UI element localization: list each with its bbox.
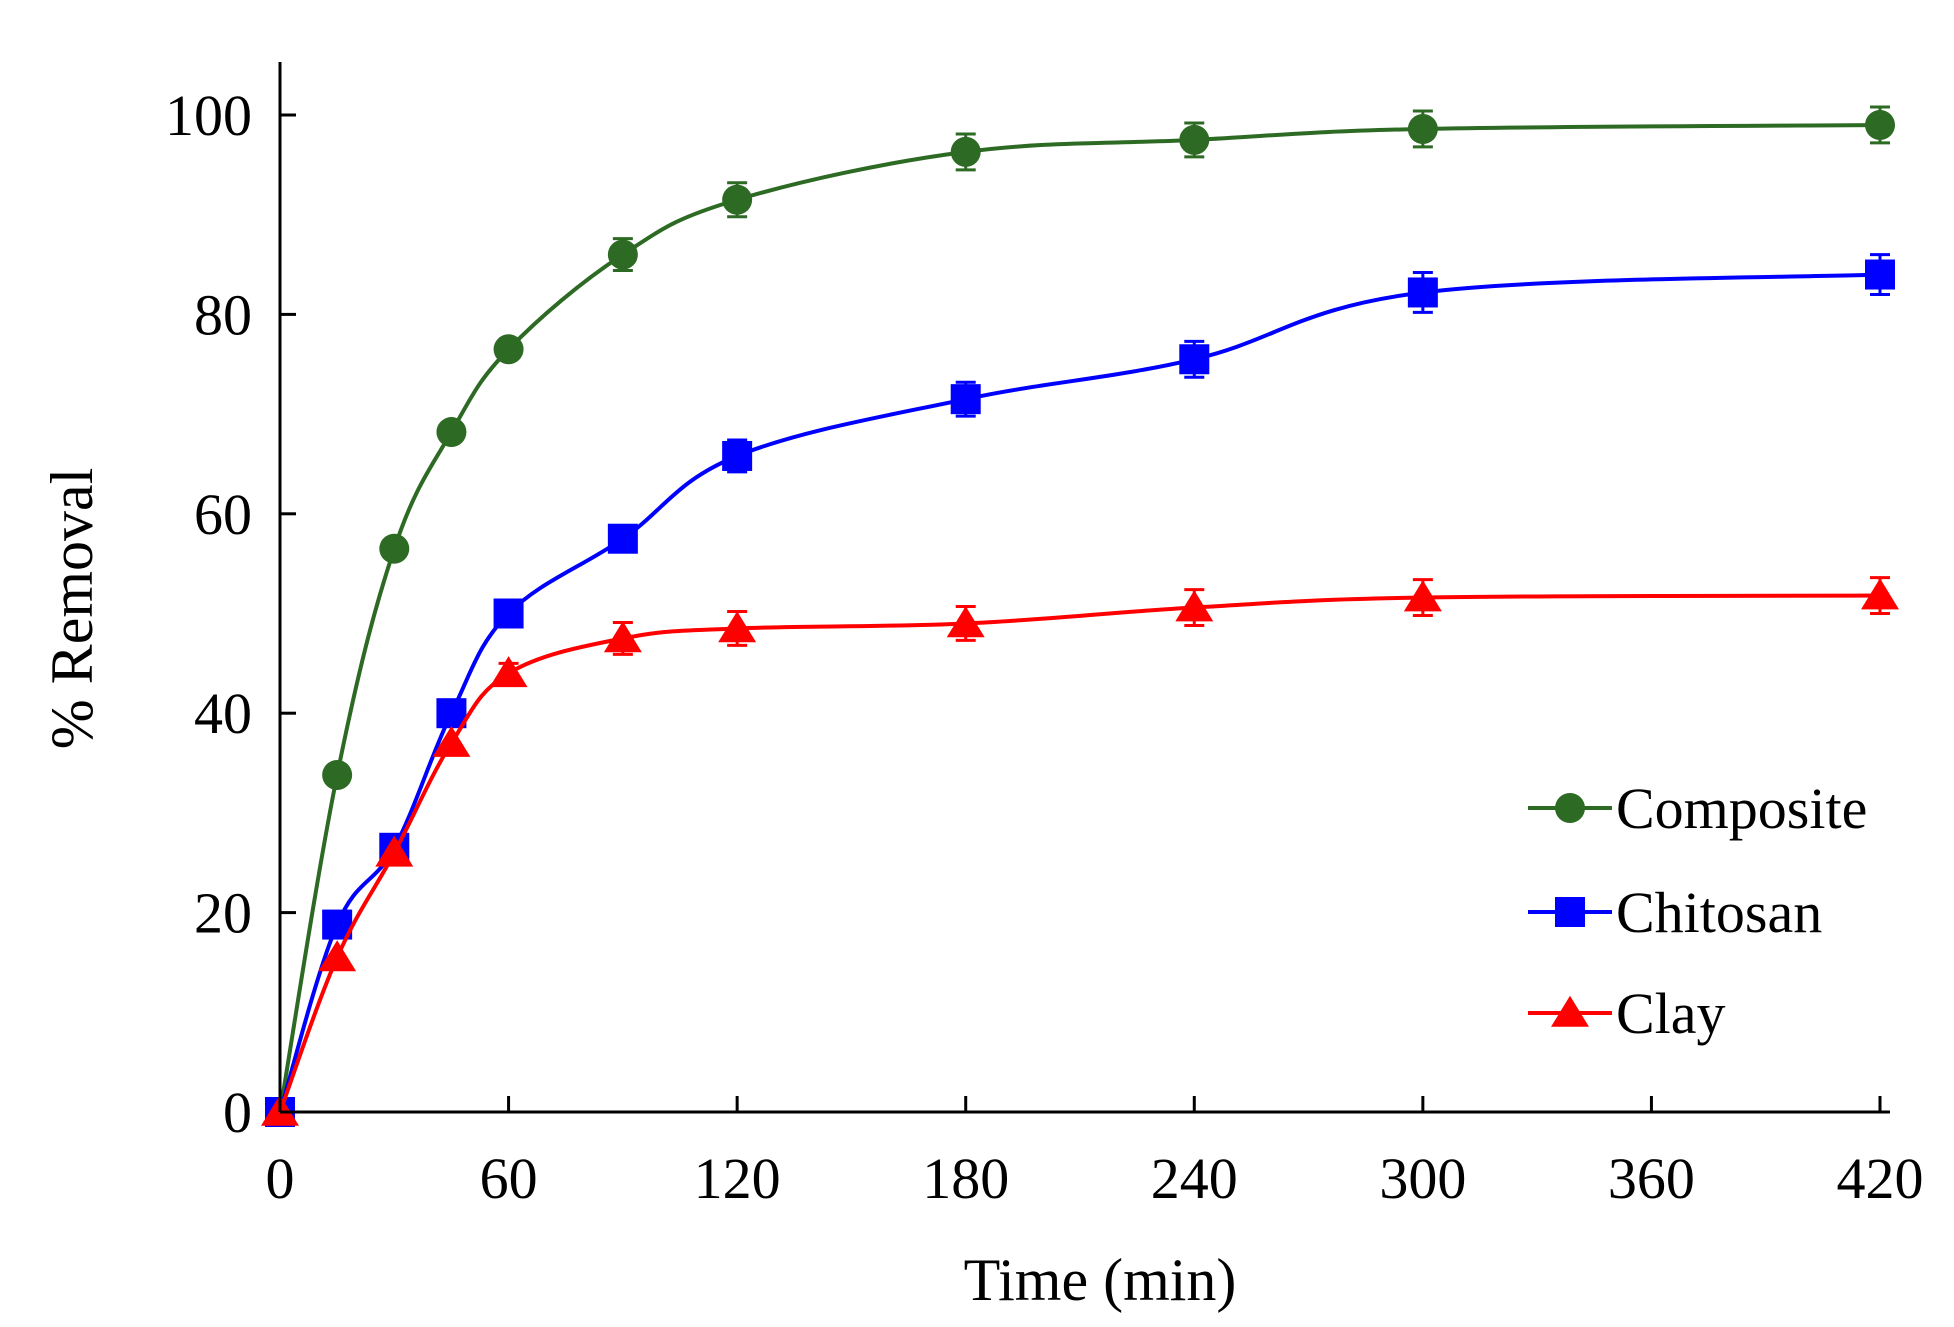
point-composite-240 — [1179, 124, 1210, 155]
y-tick-label-80: 80 — [194, 282, 252, 347]
y-axis-title: % Removal — [39, 468, 105, 750]
y-tick-label-40: 40 — [194, 681, 252, 746]
legend-marker-chitosan — [1555, 897, 1585, 927]
y-tick-label-60: 60 — [194, 482, 252, 547]
axes-layer — [278, 62, 1890, 1114]
point-composite-60 — [493, 334, 524, 365]
x-tick-label-300: 300 — [1379, 1146, 1466, 1211]
legend-label-composite: Composite — [1616, 776, 1867, 841]
legend-marker-clay — [1551, 995, 1589, 1027]
y-tick-label-100: 100 — [165, 83, 252, 148]
point-clay-120 — [718, 611, 757, 643]
legend-marker-composite — [1555, 793, 1585, 823]
point-chitosan-90 — [607, 523, 638, 554]
point-composite-300 — [1407, 113, 1438, 144]
legend: Composite Chitosan Clay — [1528, 776, 1867, 1046]
point-chitosan-60 — [493, 598, 524, 629]
point-clay-15 — [318, 940, 357, 972]
x-tick-label-240: 240 — [1151, 1146, 1238, 1211]
x-tick-label-0: 0 — [266, 1146, 295, 1211]
x-axis-title: Time (min) — [964, 1247, 1237, 1313]
point-clay-45 — [432, 725, 471, 757]
point-composite-30 — [379, 533, 410, 564]
point-clay-30 — [375, 835, 414, 867]
point-chitosan-300 — [1407, 277, 1438, 308]
point-composite-180 — [950, 136, 981, 167]
point-composite-120 — [722, 184, 753, 215]
legend-label-chitosan: Chitosan — [1616, 880, 1822, 945]
y-tick-label-0: 0 — [223, 1080, 252, 1145]
x-tick-label-180: 180 — [922, 1146, 1009, 1211]
x-tick-label-420: 420 — [1837, 1146, 1924, 1211]
series-layer — [261, 105, 1899, 1127]
point-clay-240 — [1175, 590, 1214, 622]
x-tick-label-360: 360 — [1608, 1146, 1695, 1211]
point-chitosan-420 — [1865, 259, 1895, 290]
point-chitosan-180 — [950, 384, 981, 415]
series-line-composite — [278, 122, 1881, 1113]
point-clay-300 — [1403, 580, 1442, 612]
point-clay-180 — [946, 606, 985, 638]
point-composite-45 — [436, 417, 467, 448]
point-clay-90 — [603, 621, 642, 653]
point-chitosan-240 — [1179, 344, 1210, 375]
point-clay-60 — [489, 656, 528, 688]
point-chitosan-120 — [722, 440, 753, 471]
x-tick-label-60: 60 — [480, 1146, 538, 1211]
ticks-layer: 0 20 40 60 80 100 0 60 120 180 240 300 360 420 — [165, 83, 1924, 1211]
legend-label-clay: Clay — [1616, 981, 1726, 1046]
point-composite-90 — [607, 239, 638, 270]
point-clay-420 — [1861, 578, 1899, 610]
point-composite-420 — [1865, 109, 1895, 140]
point-composite-15 — [322, 760, 353, 791]
series-composite — [265, 105, 1895, 1127]
y-tick-label-20: 20 — [194, 881, 252, 946]
x-tick-label-120: 120 — [694, 1146, 781, 1211]
